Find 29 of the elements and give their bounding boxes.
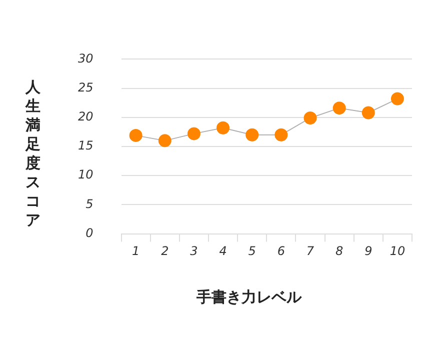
x-tick-label: 6 <box>277 244 286 258</box>
x-tick-label: 8 <box>335 244 344 258</box>
x-tick-label: 3 <box>190 244 198 258</box>
point <box>129 128 142 142</box>
point <box>246 128 259 142</box>
point <box>332 102 346 115</box>
x-tick-label: 1 <box>132 244 140 258</box>
y-axis-title: 人生満足度スコア <box>24 78 42 230</box>
point <box>304 111 317 124</box>
y-tick-label: 15 <box>78 138 94 153</box>
y-tick-label: 20 <box>78 110 94 124</box>
point <box>362 106 375 120</box>
point <box>158 134 172 148</box>
x-tick-label: 4 <box>219 244 227 258</box>
y-tick-label: 0 <box>86 226 94 240</box>
y-tick-label: 25 <box>78 80 94 94</box>
y-tick-label: 30 <box>78 51 94 66</box>
point <box>187 127 200 140</box>
x-tick-label: 9 <box>364 244 372 258</box>
x-tick-label: 10 <box>390 244 406 258</box>
point <box>390 92 404 106</box>
x-tick-label: 5 <box>248 244 256 258</box>
x-axis-title: 手書き力レベル <box>196 288 303 307</box>
x-tick-label: 7 <box>306 244 314 258</box>
x-tick-label: 2 <box>161 244 169 258</box>
y-tick-label: 10 <box>78 168 94 182</box>
y-tick-label: 5 <box>86 196 94 211</box>
point <box>216 121 230 134</box>
point <box>274 128 288 142</box>
